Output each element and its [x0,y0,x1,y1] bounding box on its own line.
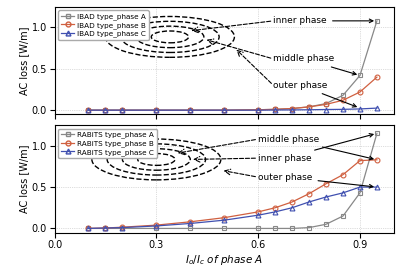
Text: outer phase: outer phase [258,173,373,188]
Text: middle phase: middle phase [258,135,373,160]
Text: inner phase: inner phase [274,16,373,25]
Text: middle phase: middle phase [274,54,356,75]
X-axis label: $I_o/I_c$ of phase A: $I_o/I_c$ of phase A [185,253,263,267]
Text: inner phase: inner phase [258,134,373,163]
Y-axis label: AC loss [W/m]: AC loss [W/m] [19,26,29,95]
Legend: RABiTS type_phase A, RABiTS type_phase B, RABiTS type_phase C: RABiTS type_phase A, RABiTS type_phase B… [58,129,157,159]
Y-axis label: AC loss [W/m]: AC loss [W/m] [19,144,29,213]
Legend: IBAD type_phase A, IBAD type_phase B, IBAD type_phase C: IBAD type_phase A, IBAD type_phase B, IB… [58,10,149,40]
Text: outer phase: outer phase [274,81,356,107]
